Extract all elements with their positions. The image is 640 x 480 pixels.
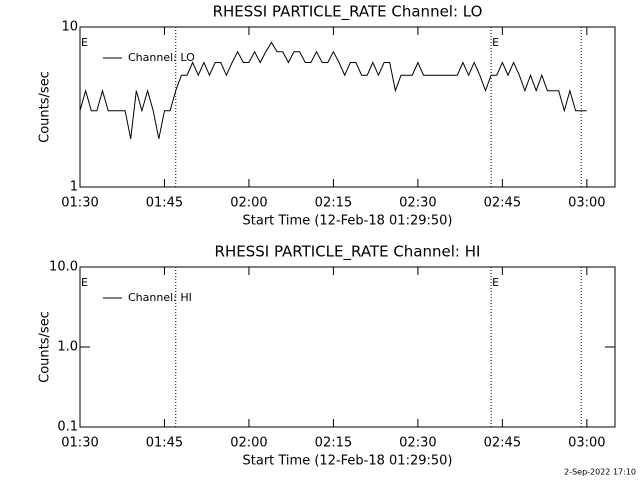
x-tick-label: 01:45 (146, 436, 183, 451)
x-tick-label: 01:45 (146, 196, 183, 211)
x-tick-label: 03:00 (568, 436, 605, 451)
x-tick-label: 01:30 (61, 196, 98, 211)
x-tick-label: 02:00 (230, 436, 267, 451)
data-line (79, 41, 587, 139)
x-tick-label: 02:15 (315, 196, 352, 211)
x-tick-label: 03:00 (568, 196, 605, 211)
flag-label: E (81, 36, 88, 49)
y-axis-label: Counts/sec (38, 71, 53, 143)
y-tick-label: 10 (61, 20, 78, 35)
chart-title: RHESSI PARTICLE_RATE Channel: HI (215, 243, 481, 262)
y-tick-label: 1 (70, 180, 78, 195)
x-axis-label: Start Time (12-Feb-18 01:29:50) (243, 454, 453, 469)
y-tick-label: 1.0 (57, 340, 78, 355)
flag-label: E (81, 276, 88, 289)
x-axis-label: Start Time (12-Feb-18 01:29:50) (243, 214, 453, 229)
flag-label: E (492, 36, 499, 49)
x-tick-label: 02:30 (399, 436, 436, 451)
flag-label: E (492, 276, 499, 289)
x-tick-label: 02:00 (230, 196, 267, 211)
y-axis-label: Counts/sec (38, 311, 53, 383)
legend-label: Channel: LO (128, 51, 195, 64)
x-tick-label: 02:45 (484, 436, 521, 451)
plot-frame (79, 26, 616, 188)
x-tick-label: 02:15 (315, 436, 352, 451)
chart-title: RHESSI PARTICLE_RATE Channel: LO (213, 3, 483, 22)
x-tick-label: 02:45 (484, 196, 521, 211)
y-tick-label: 10.0 (49, 260, 78, 275)
y-tick-label: 0.1 (57, 420, 78, 435)
x-tick-label: 01:30 (61, 436, 98, 451)
footer: 2-Sep-2022 17:10 (564, 468, 636, 477)
legend-label: Channel: HI (128, 291, 192, 304)
x-tick-label: 02:30 (399, 196, 436, 211)
